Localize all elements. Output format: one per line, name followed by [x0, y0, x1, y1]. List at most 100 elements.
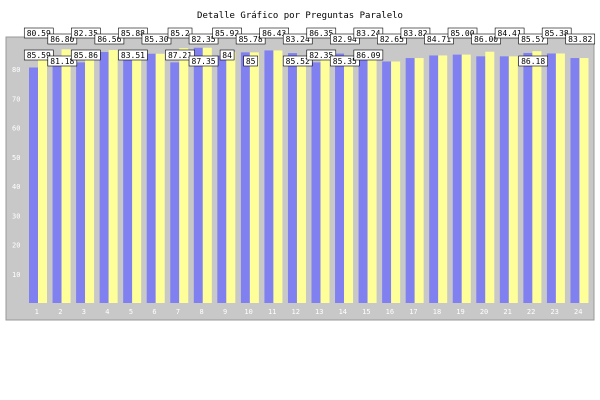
bar-series-a [476, 56, 486, 303]
data-label-box [377, 33, 407, 45]
bar-series-a [170, 62, 180, 304]
data-label-text: 85.00 [450, 29, 474, 38]
bar-series-a [429, 55, 439, 303]
x-tick-label: 19 [456, 308, 464, 316]
data-label-box [219, 49, 235, 61]
data-label-text: 80.59 [27, 29, 51, 38]
data-label: 85.92 [212, 27, 242, 39]
bar-series-a [570, 58, 580, 304]
data-label-text: 82.35 [74, 29, 98, 38]
data-label-box [518, 55, 548, 67]
y-axis-tick-labels: 10 20 30 40 50 60 70 80 [12, 66, 20, 279]
x-axis-tick-labels: 1 2 3 4 5 6 7 8 9 10 11 12 13 14 15 16 17 18 19 20 21 22 23 24 [35, 308, 583, 316]
data-label: 82.35 [188, 33, 219, 45]
data-label: 85.78 [235, 33, 266, 45]
data-label-text: 82.65 [380, 35, 404, 44]
data-label-box [424, 33, 454, 45]
data-label: 83.82 [565, 33, 596, 45]
data-label-box [447, 27, 478, 39]
x-tick-label: 24 [574, 308, 582, 316]
data-label: 85.30 [141, 33, 172, 45]
data-label-box [330, 33, 360, 45]
bar-series-b [320, 50, 330, 304]
data-label-box [118, 27, 148, 39]
bar-series-b [226, 51, 236, 303]
data-label-text: 83.82 [568, 35, 592, 44]
data-label-text: 86.09 [356, 51, 380, 60]
bar-series-a [452, 54, 462, 303]
bars-group [29, 47, 589, 304]
x-tick-label: 12 [292, 308, 300, 316]
x-tick-label: 5 [129, 308, 133, 316]
data-label-box [259, 27, 289, 39]
data-label: 85 [243, 55, 258, 67]
bar-series-b [391, 61, 401, 303]
bar-series-b [179, 48, 189, 303]
data-label-text: 85.92 [215, 29, 239, 38]
data-label-text: 85.38 [545, 29, 569, 38]
chart-title: Detalle Gráfico por Preguntas Paralelo [197, 11, 403, 21]
data-label-text: 86.80 [50, 35, 74, 44]
data-label-box [518, 33, 548, 45]
data-label-text: 82.94 [333, 35, 357, 44]
data-label-text: 82.35 [309, 51, 333, 60]
x-tick-label: 3 [82, 308, 86, 316]
data-label-text: 85 [246, 57, 256, 66]
data-label-text: 85.30 [144, 35, 168, 44]
data-label-box [306, 49, 337, 61]
x-tick-label: 2 [58, 308, 62, 316]
data-label: 85.57 [518, 33, 548, 45]
bar-series-b [273, 50, 283, 303]
y-tick-label: 70 [12, 95, 20, 103]
x-tick-label: 8 [199, 308, 203, 316]
x-tick-label: 11 [268, 308, 276, 316]
bar-series-a [287, 53, 297, 304]
data-label-text: 81.18 [50, 57, 74, 66]
data-label-box [165, 49, 195, 61]
data-label-box [471, 33, 501, 45]
x-tick-label: 20 [480, 308, 488, 316]
data-label: 82.35 [306, 49, 337, 61]
data-label-box [23, 27, 54, 39]
data-label: 84.41 [494, 27, 525, 39]
data-label-box [188, 55, 219, 67]
data-label-text: 86.35 [309, 29, 333, 38]
bar-series-b [532, 51, 542, 303]
data-label-box [167, 27, 193, 39]
data-label-text: 83.51 [121, 51, 145, 60]
y-tick-label: 10 [12, 271, 20, 279]
data-label-text: 85.35 [333, 57, 357, 66]
data-label-box [47, 33, 78, 45]
data-label-text: 84.71 [427, 35, 451, 44]
data-label-box [188, 33, 219, 45]
bar-series-b [461, 54, 471, 303]
data-label: 85.88 [118, 27, 148, 39]
x-tick-label: 21 [503, 308, 511, 316]
bar-series-b [85, 52, 95, 304]
x-tick-label: 14 [339, 308, 347, 316]
bar-series-a [240, 52, 250, 303]
bar-series-a [193, 47, 203, 303]
data-label-box [565, 33, 596, 45]
bar-series-a [76, 62, 86, 304]
data-label: 82.94 [330, 33, 360, 45]
data-label-text: 86.56 [97, 35, 121, 44]
bar-series-b [414, 58, 424, 304]
x-tick-label: 7 [176, 308, 180, 316]
data-label-text: 84 [222, 51, 232, 60]
x-tick-label: 16 [386, 308, 394, 316]
data-label: 81.18 [47, 55, 78, 67]
data-label: 86.09 [353, 49, 384, 61]
data-label-text: 84.41 [498, 29, 522, 38]
bar-series-a [146, 53, 156, 304]
data-label-box [353, 49, 384, 61]
data-label: 85.38 [541, 27, 572, 39]
x-tick-label: 4 [105, 308, 109, 316]
bar-series-b [132, 52, 142, 304]
x-tick-label: 17 [409, 308, 417, 316]
data-label: 82.65 [377, 33, 407, 45]
x-tick-label: 9 [223, 308, 227, 316]
data-label-box [94, 33, 125, 45]
data-label-text: 85.59 [27, 51, 51, 60]
data-label-text: 85.52 [286, 57, 310, 66]
